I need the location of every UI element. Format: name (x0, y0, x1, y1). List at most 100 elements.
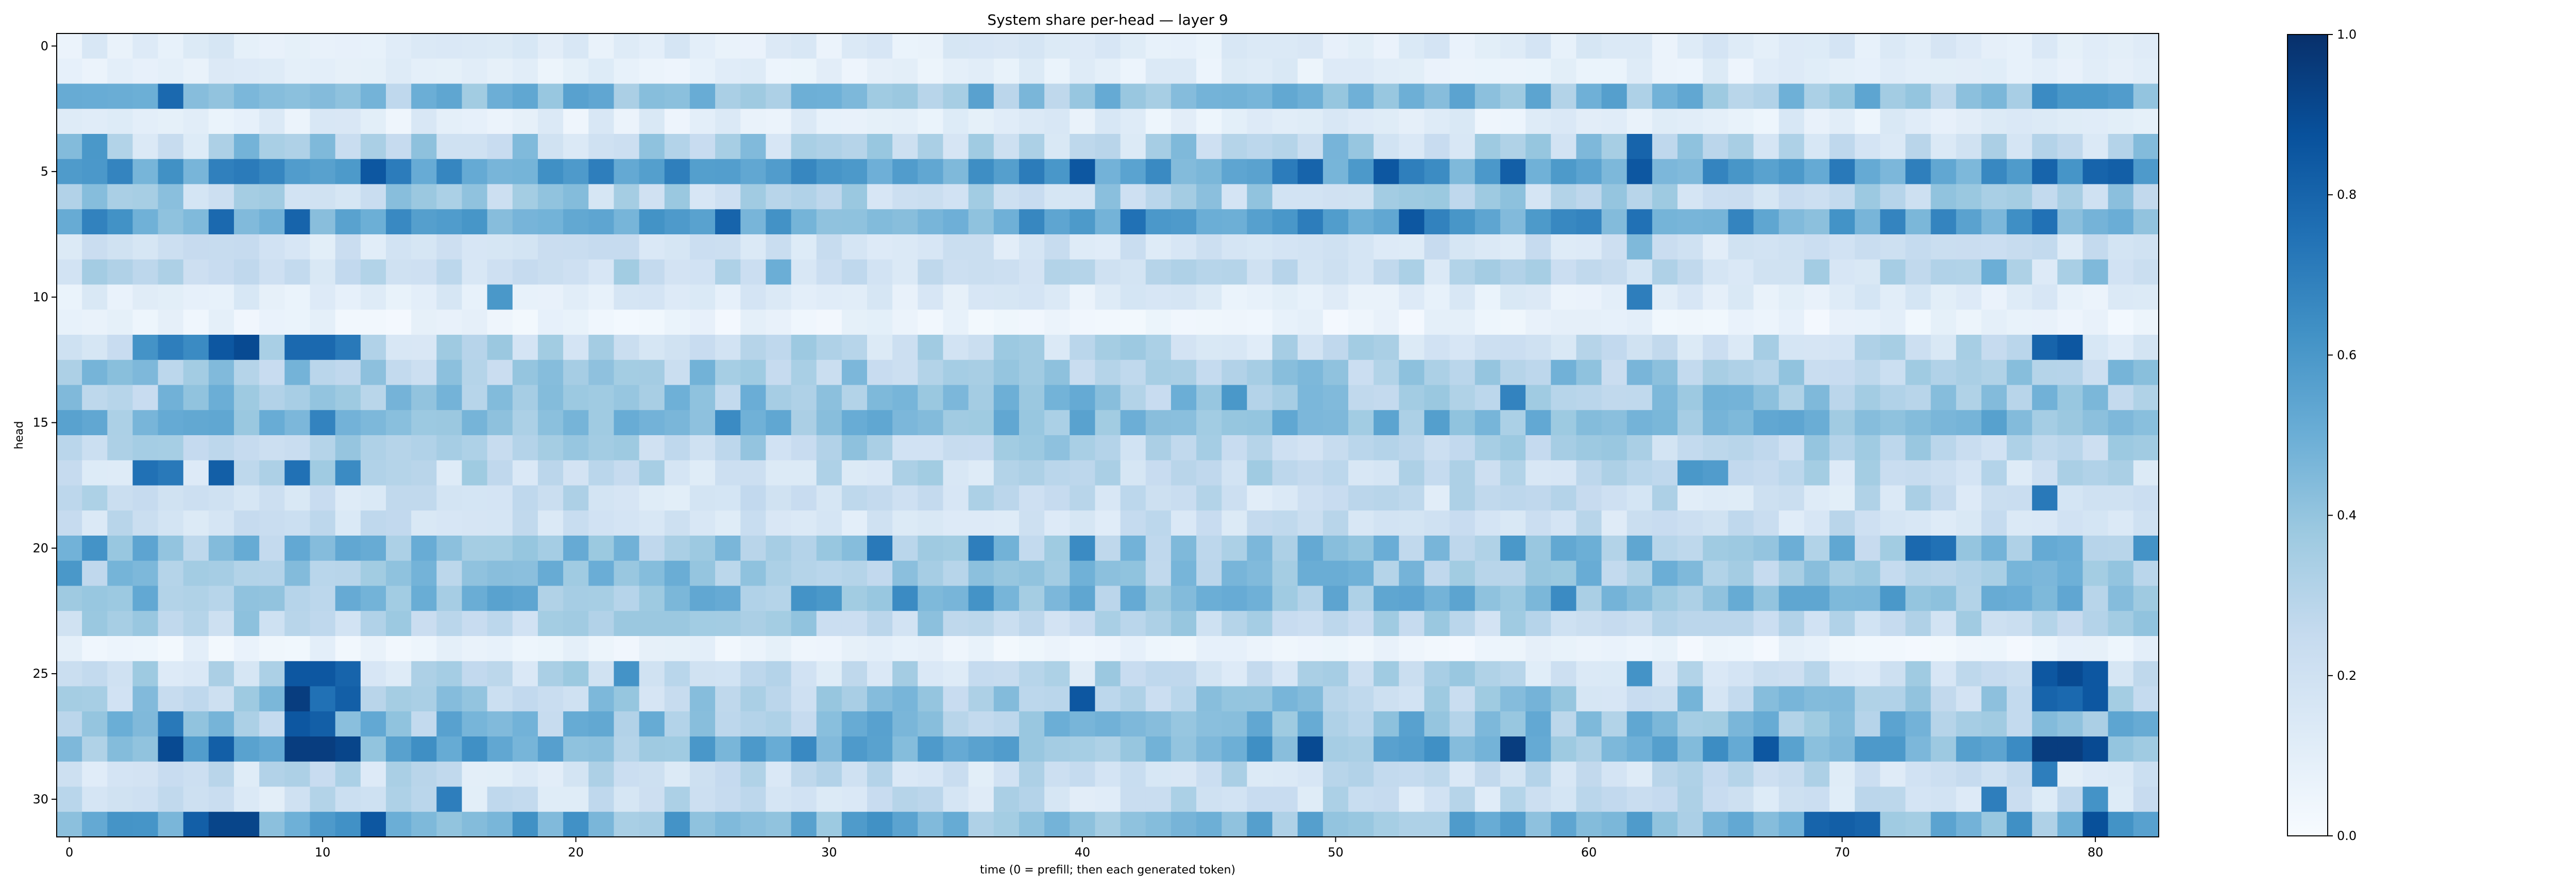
heatmap-cell (1855, 359, 1880, 386)
heatmap-cell (1399, 661, 1425, 687)
heatmap-cell (1956, 786, 1982, 812)
heatmap-cell (1930, 109, 1957, 134)
heatmap-cell (1728, 812, 1754, 837)
heatmap-cell (411, 209, 437, 235)
heatmap-cell (841, 435, 868, 461)
heatmap-cell (1374, 460, 1399, 486)
heatmap-cell (1374, 385, 1399, 410)
heatmap-cell (1019, 786, 1045, 812)
heatmap-cell (82, 159, 108, 185)
heatmap-cell (1703, 636, 1728, 662)
heatmap-cell (512, 435, 538, 461)
heatmap-cell (2007, 335, 2032, 361)
heatmap-cell (234, 234, 260, 260)
heatmap-cell (993, 485, 1020, 511)
heatmap-cell (1576, 58, 1602, 84)
heatmap-cell (614, 686, 640, 712)
heatmap-cell (1272, 159, 1298, 185)
heatmap-cell (1019, 812, 1045, 837)
heatmap-cell (1981, 359, 2007, 386)
heatmap-cell (107, 435, 133, 461)
heatmap-cell (1348, 310, 1374, 335)
heatmap-cell (1424, 410, 1450, 436)
x-axis-ticks: 0 10 20 30 40 50 60 70 80 (65, 837, 2103, 860)
heatmap-cell (1044, 284, 1070, 310)
heatmap-cell (82, 661, 108, 687)
heatmap-cell (1070, 234, 1096, 260)
heatmap-cell (841, 536, 868, 561)
heatmap-cell (614, 736, 640, 762)
heatmap-cell (1196, 284, 1222, 310)
heatmap-cell (918, 460, 944, 486)
heatmap-cell (1601, 485, 1628, 511)
heatmap-cell (943, 209, 969, 235)
heatmap-cell (107, 83, 133, 109)
heatmap-cell (715, 410, 741, 436)
heatmap-cell (1145, 259, 1172, 285)
plot-frame (56, 33, 2159, 837)
heatmap-cell (1272, 184, 1298, 210)
heatmap-cell (639, 159, 665, 185)
heatmap-cell (1753, 184, 1780, 210)
heatmap-cell (1272, 460, 1298, 486)
heatmap-cell (57, 435, 82, 461)
heatmap-cell (993, 234, 1020, 260)
heatmap-cell (563, 259, 589, 285)
heatmap-cell (2057, 636, 2083, 662)
heatmap-cell (1855, 184, 1880, 210)
heatmap-cell (1778, 83, 1805, 109)
heatmap-cell (208, 109, 234, 134)
heatmap-cell (1981, 711, 2007, 737)
heatmap-cell (715, 159, 741, 185)
heatmap-cell (766, 661, 792, 687)
heatmap-cell (259, 359, 285, 386)
heatmap-cell (1855, 410, 1880, 436)
heatmap-cell (1626, 812, 1653, 837)
heatmap-cell (664, 560, 690, 587)
heatmap-cell (2133, 159, 2159, 185)
heatmap-cell (1626, 234, 1653, 260)
heatmap-cell (1019, 586, 1045, 611)
heatmap-cell (2108, 284, 2134, 310)
heatmap-cell (1019, 259, 1045, 285)
heatmap-cell (132, 611, 159, 637)
heatmap-cell (1804, 812, 1830, 837)
heatmap-cell (1930, 184, 1957, 210)
heatmap-cell (740, 636, 766, 662)
heatmap-cell (57, 460, 82, 486)
heatmap-cell (1601, 560, 1628, 587)
heatmap-cell (284, 711, 311, 737)
heatmap-cell (1120, 284, 1146, 310)
heatmap-cell (1956, 586, 1982, 611)
heatmap-cell (158, 536, 184, 561)
heatmap-cell (614, 159, 640, 185)
heatmap-cell (1348, 410, 1374, 436)
heatmap-cell (816, 359, 842, 386)
heatmap-cell (1475, 661, 1501, 687)
heatmap-cell (1728, 586, 1754, 611)
heatmap-cell (57, 410, 82, 436)
heatmap-cell (1956, 711, 1982, 737)
heatmap-cell (1753, 109, 1780, 134)
heatmap-cell (132, 359, 159, 386)
heatmap-cell (1095, 786, 1121, 812)
heatmap-cell (2007, 536, 2032, 561)
heatmap-cell (1703, 711, 1728, 737)
heatmap-cell (132, 686, 159, 712)
heatmap-cell (689, 786, 716, 812)
heatmap-cell (1930, 485, 1957, 511)
heatmap-cell (1804, 33, 1830, 59)
heatmap-cell (1399, 83, 1425, 109)
heatmap-cell (968, 184, 994, 210)
heatmap-cell (2057, 560, 2083, 587)
heatmap-cell (1804, 159, 1830, 185)
heatmap-cell (918, 711, 944, 737)
heatmap-cell (1120, 83, 1146, 109)
heatmap-cell (512, 586, 538, 611)
heatmap-cell (1095, 510, 1121, 536)
heatmap-cell (462, 184, 488, 210)
heatmap-cell (1880, 586, 1906, 611)
heatmap-cell (968, 611, 994, 637)
heatmap-cell (1145, 410, 1172, 436)
heatmap-cell (310, 636, 336, 662)
